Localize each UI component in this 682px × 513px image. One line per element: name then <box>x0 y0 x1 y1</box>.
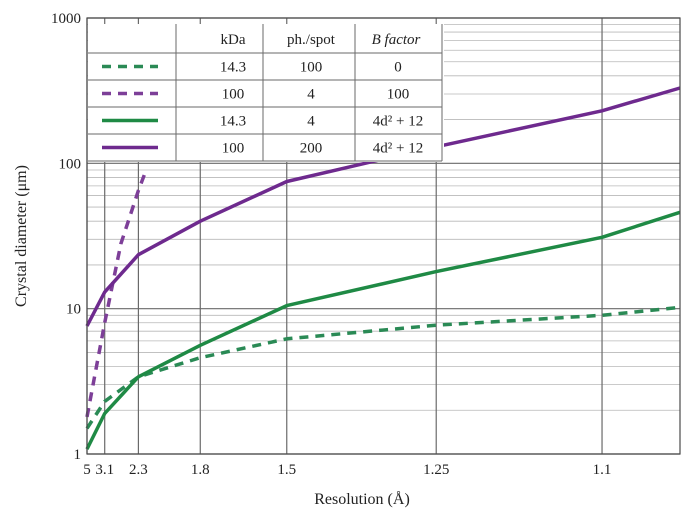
legend-ph-spot: 100 <box>300 60 323 76</box>
legend-ph-spot: 200 <box>300 141 323 157</box>
legend-ph-spot: 4 <box>307 87 315 103</box>
x-axis-label: Resolution (Å) <box>314 490 410 508</box>
y-tick-label: 100 <box>59 156 82 172</box>
legend-grid <box>88 24 443 162</box>
legend-b-factor: 100 <box>387 87 410 103</box>
legend-rows: 14.3 100 0 100 4 100 14.3 4 4d² + 12 100 200 4d² + … <box>102 60 423 157</box>
legend-background <box>88 24 444 162</box>
legend-header-b-factor: B factor <box>372 32 421 48</box>
series-line-4 <box>85 86 681 327</box>
legend-b-factor: 4d² + 12 <box>373 141 423 157</box>
series-line-2 <box>85 172 147 418</box>
y-tick-label: 1000 <box>51 11 81 27</box>
legend-ph-spot: 4 <box>307 114 315 130</box>
legend-header-kda: kDa <box>221 32 246 48</box>
x-tick-label: 1.25 <box>423 462 449 478</box>
legend-kda: 14.3 <box>220 114 246 130</box>
x-ticks: 5 3.1 2.3 1.8 1.5 1.25 1.1 <box>83 462 611 478</box>
legend-kda: 14.3 <box>220 60 246 76</box>
legend-b-factor: 0 <box>394 60 402 76</box>
y-tick-label: 1 <box>74 447 82 463</box>
series-lines <box>85 86 681 450</box>
legend-b-factor: 4d² + 12 <box>373 114 423 130</box>
x-tick-label: 1.5 <box>277 462 296 478</box>
y-tick-label: 10 <box>66 302 81 318</box>
y-axis-label: Crystal diameter (μm) <box>13 165 30 307</box>
y-ticks: 1 10 100 1000 <box>51 11 81 463</box>
legend-kda: 100 <box>222 87 245 103</box>
plot-frame <box>86 17 681 455</box>
x-tick-label: 3.1 <box>95 462 114 478</box>
legend-kda: 100 <box>222 141 245 157</box>
series-line-3 <box>85 210 681 450</box>
x-tick-label: 5 <box>83 462 91 478</box>
x-tick-label: 1.1 <box>593 462 612 478</box>
legend-header-ph-spot: ph./spot <box>287 32 336 48</box>
series-line-1 <box>85 305 681 430</box>
x-tick-label: 2.3 <box>129 462 148 478</box>
x-tick-label: 1.8 <box>191 462 210 478</box>
